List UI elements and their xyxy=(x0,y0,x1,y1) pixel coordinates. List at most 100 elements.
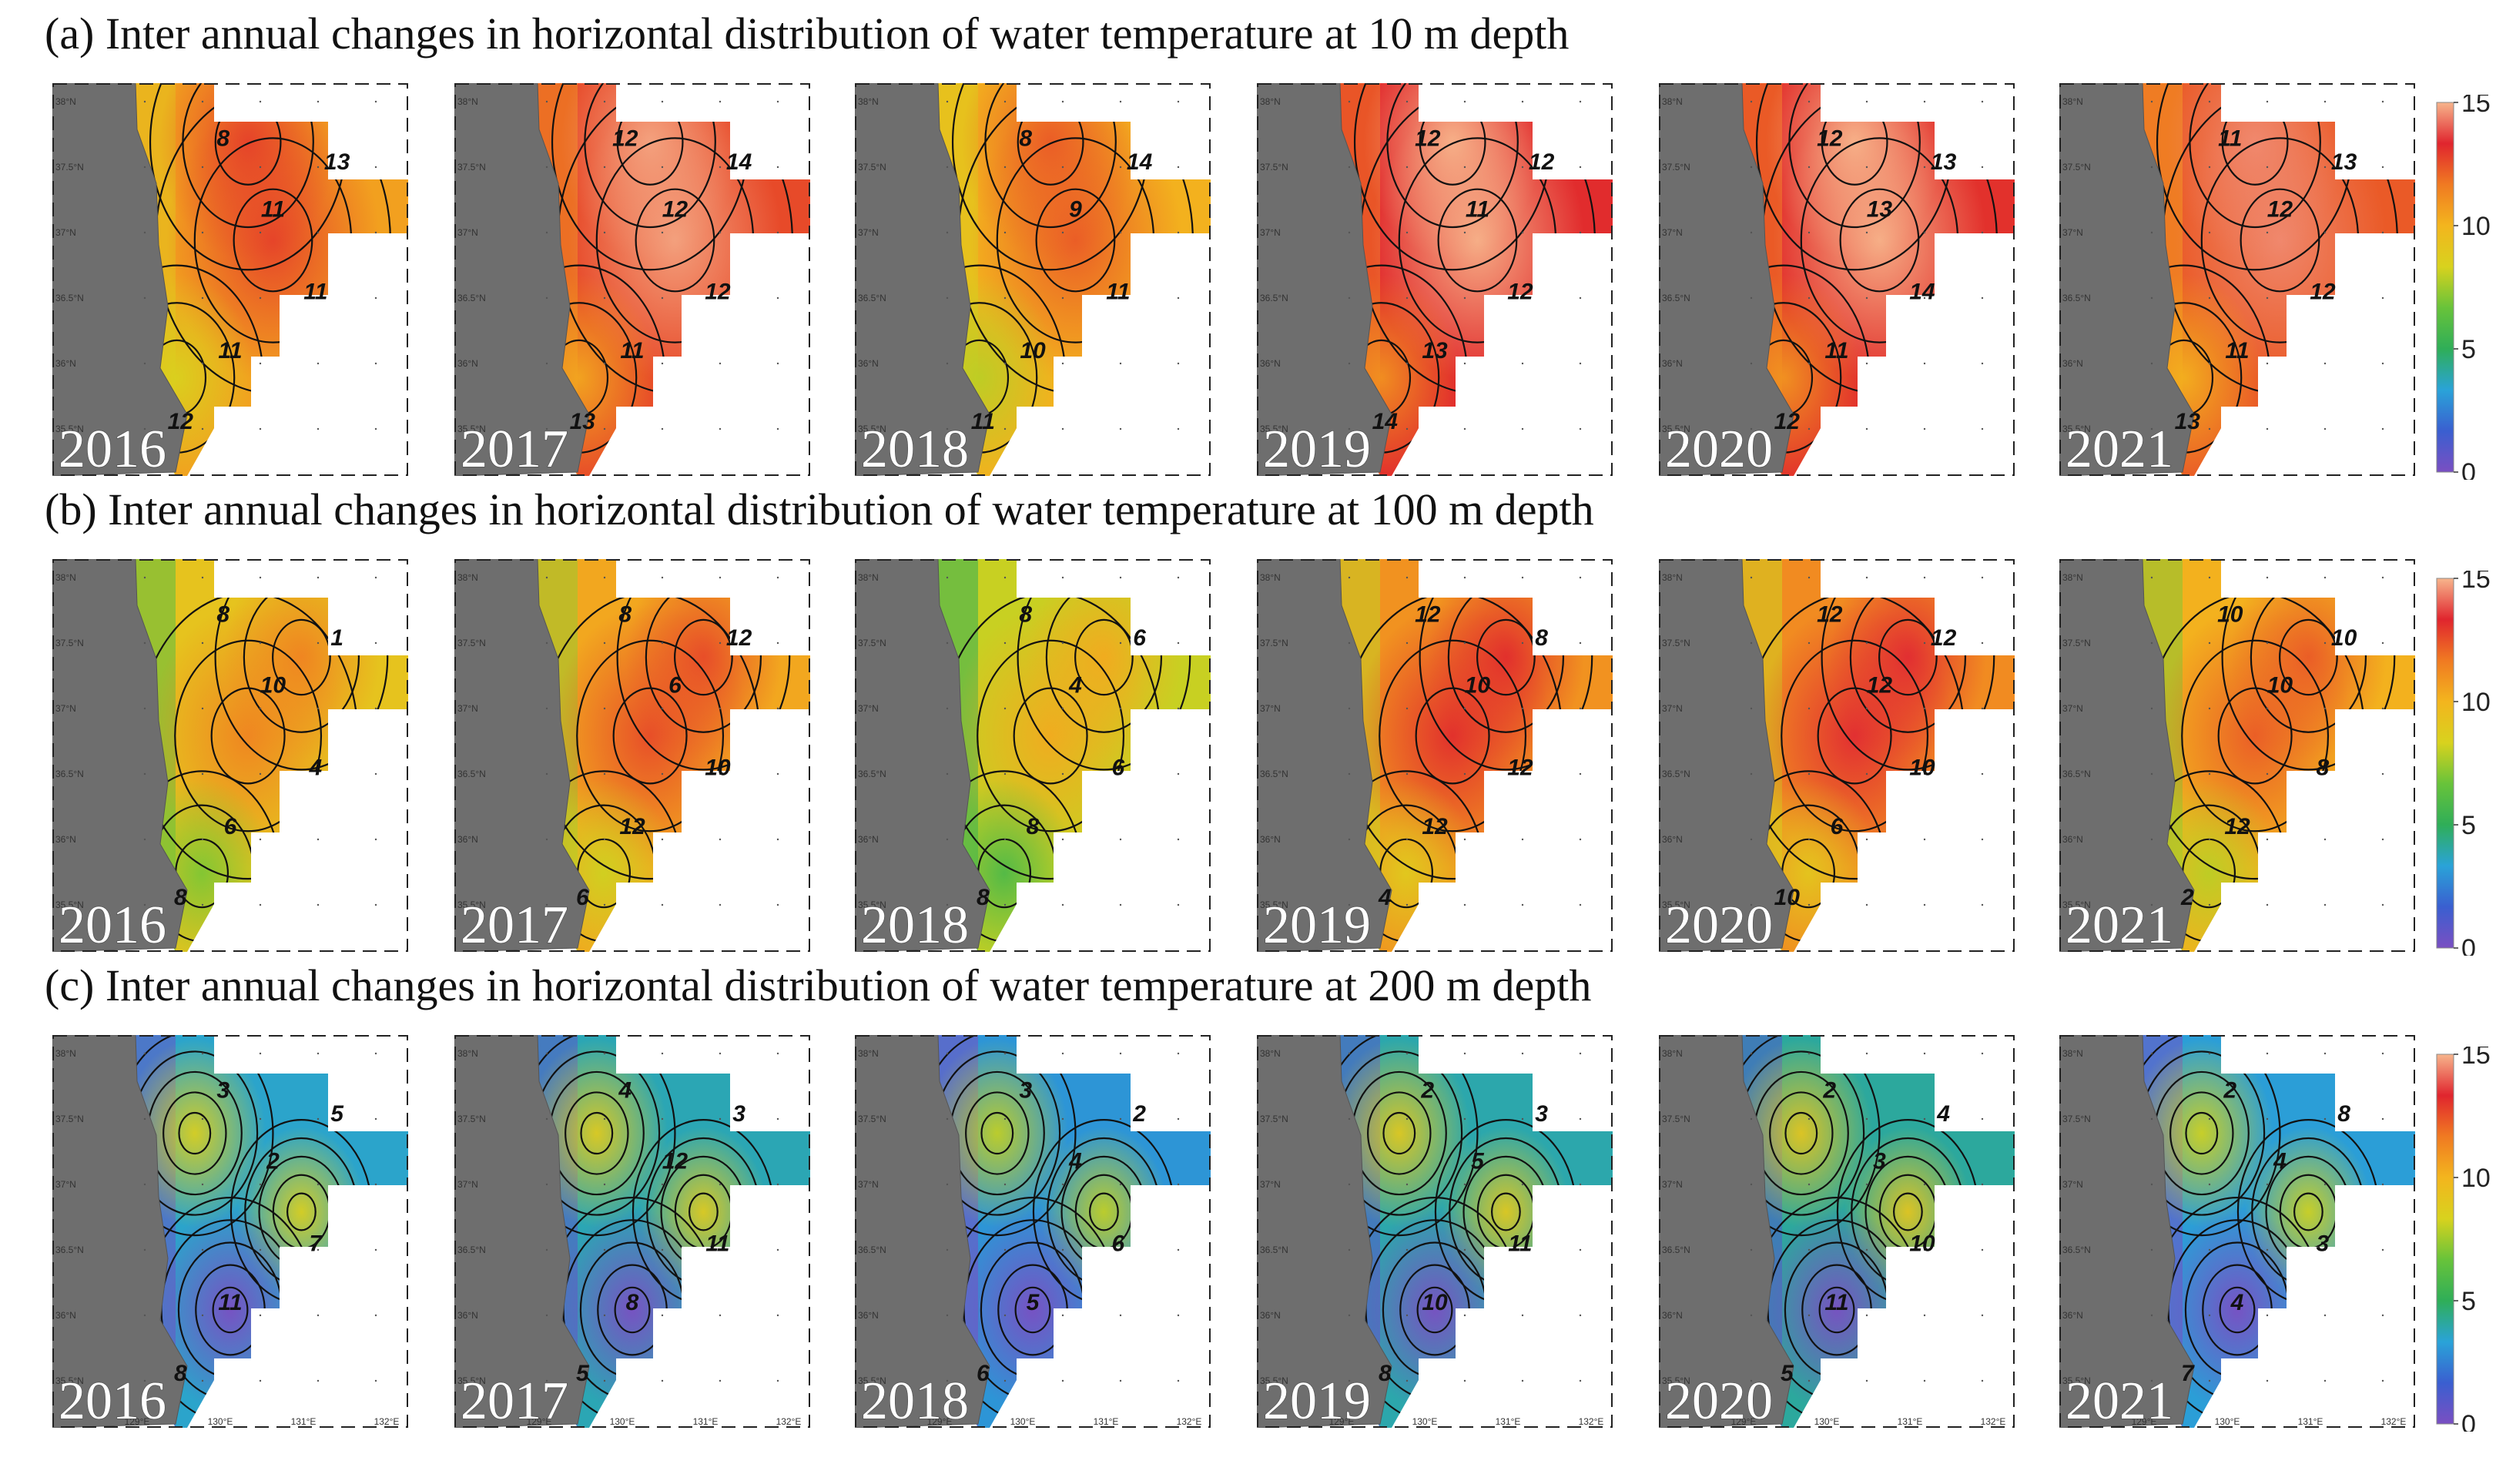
colorbar-tick-label: 5 xyxy=(2461,335,2476,364)
grid-dot xyxy=(1463,1117,1466,1121)
contour-line xyxy=(1476,618,1536,696)
grid-dot xyxy=(719,772,722,775)
grid-dot xyxy=(776,1183,779,1186)
contour-line xyxy=(584,83,716,229)
lon-tick-label: 131°E xyxy=(1898,1416,1923,1427)
field-anomaly xyxy=(1730,1039,1873,1228)
grid-dot xyxy=(317,772,320,775)
grid-dot xyxy=(143,1314,146,1317)
grid-dot xyxy=(201,1117,204,1121)
contour-line xyxy=(1379,639,1527,832)
contour-label: 10 xyxy=(1465,672,1491,698)
contour-label: 4 xyxy=(1378,885,1392,910)
grid-dot xyxy=(661,1248,664,1251)
grid-dot xyxy=(1923,1248,1926,1251)
grid-dot xyxy=(1405,1052,1409,1055)
grid-dot xyxy=(661,296,664,300)
year-label: 2018 xyxy=(861,896,969,952)
grid-dot xyxy=(946,903,949,906)
grid-dot xyxy=(1348,903,1351,906)
grid-dot xyxy=(1521,362,1524,365)
grid-dot xyxy=(1061,576,1064,579)
lon-tick-label: 130°E xyxy=(1814,1416,1840,1427)
grid-dot xyxy=(1348,838,1351,841)
contour-line xyxy=(674,618,733,696)
contour-label: 4 xyxy=(618,1078,632,1104)
grid-dot xyxy=(1119,296,1122,300)
grid-dot xyxy=(1405,100,1409,103)
grid-dot xyxy=(2381,427,2384,430)
grid-dot xyxy=(2323,707,2327,710)
grid-dot xyxy=(1750,642,1753,645)
grid-dot xyxy=(2381,1248,2384,1251)
grid-dot xyxy=(603,642,606,645)
grid-dot xyxy=(1003,296,1007,300)
grid-dot xyxy=(1579,166,1582,169)
grid-dot xyxy=(2150,1379,2153,1382)
grid-dot xyxy=(603,427,606,430)
grid-dot xyxy=(661,1379,664,1382)
grid-dot xyxy=(1061,166,1064,169)
grid-dot xyxy=(201,1314,204,1317)
grid-dot xyxy=(317,707,320,710)
grid-dot xyxy=(2381,1052,2384,1055)
grid-dot xyxy=(776,576,779,579)
grid-dot xyxy=(2266,100,2269,103)
grid-dot xyxy=(1177,1379,1180,1382)
grid-dot xyxy=(1348,772,1351,775)
grid-dot xyxy=(259,1183,262,1186)
grid-dot xyxy=(1405,772,1409,775)
grid-dot xyxy=(2323,1248,2327,1251)
lat-tick-label: 36°N xyxy=(55,1310,76,1321)
lon-tick-label: 131°E xyxy=(693,1416,719,1427)
grid-dot xyxy=(1061,362,1064,365)
contour-line xyxy=(1878,618,1938,696)
lat-tick-label: 36.5°N xyxy=(1260,769,1288,779)
grid-dot xyxy=(1061,772,1064,775)
grid-dot xyxy=(143,1248,146,1251)
contour-label: 5 xyxy=(1781,1361,1794,1386)
grid-dot xyxy=(201,1183,204,1186)
contour-line xyxy=(635,188,715,293)
grid-dot xyxy=(1923,1052,1926,1055)
grid-dot xyxy=(1923,576,1926,579)
grid-dot xyxy=(603,576,606,579)
grid-dot xyxy=(1750,903,1753,906)
grid-dot xyxy=(946,362,949,365)
contour-label: 10 xyxy=(1909,1231,1935,1257)
grid-dot xyxy=(2150,362,2153,365)
contour-label: 8 xyxy=(626,1290,639,1315)
panel-frame xyxy=(855,1035,1211,1428)
grid-dot xyxy=(1579,1052,1582,1055)
grid-dot xyxy=(374,100,377,103)
contour-label: 5 xyxy=(576,1361,590,1386)
grid-dot xyxy=(1579,100,1582,103)
grid-dot xyxy=(719,362,722,365)
grid-dot xyxy=(603,1248,606,1251)
grid-dot xyxy=(1061,1248,1064,1251)
lat-tick-label: 37°N xyxy=(2062,1179,2083,1190)
grid-dot xyxy=(1405,231,1409,234)
grid-dot xyxy=(1177,1052,1180,1055)
contour-label: 3 xyxy=(1019,1078,1032,1104)
grid-dot xyxy=(2150,100,2153,103)
grid-dot xyxy=(2323,838,2327,841)
contour-line xyxy=(2219,1286,2256,1334)
grid-dot xyxy=(1579,1314,1582,1317)
grid-dot xyxy=(1808,838,1811,841)
grid-dot xyxy=(545,100,548,103)
panel-map: 38°N 37.5°N 37°N 36.5°N 36°N 35.5°N 12 12 12 11 13… xyxy=(454,83,810,476)
grid-dot xyxy=(143,1379,146,1382)
grid-dot xyxy=(603,296,606,300)
grid-dot xyxy=(1521,642,1524,645)
row-a-title: (a) Inter annual changes in horizontal d… xyxy=(45,8,1570,59)
grid-dot xyxy=(1177,1117,1180,1121)
grid-dot xyxy=(1521,576,1524,579)
grid-dot xyxy=(776,642,779,645)
grid-dot xyxy=(1177,707,1180,710)
grid-dot xyxy=(1521,1379,1524,1382)
lat-tick-label: 37.5°N xyxy=(1260,162,1288,173)
grid-dot xyxy=(1061,903,1064,906)
grid-dot xyxy=(1177,166,1180,169)
grid-dot xyxy=(1579,427,1582,430)
